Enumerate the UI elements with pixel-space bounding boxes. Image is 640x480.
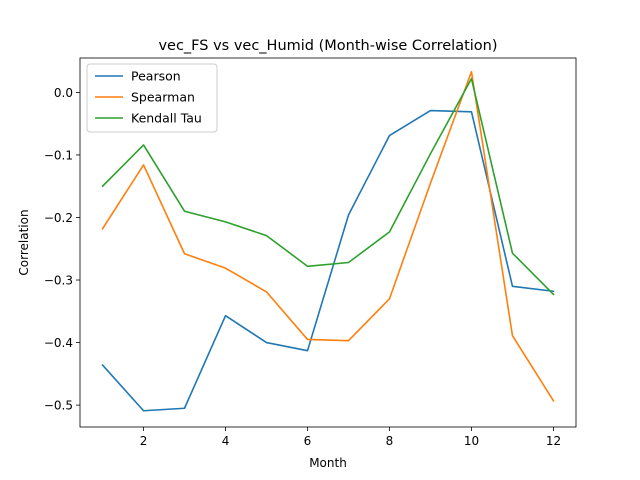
y-tick-label: −0.1 <box>44 148 73 162</box>
y-tick-label: −0.5 <box>44 399 73 413</box>
x-axis-ticks: 2 4 6 8 10 12 <box>140 427 561 448</box>
y-tick-label: −0.2 <box>44 211 73 225</box>
y-tick-label: −0.4 <box>44 336 73 350</box>
y-axis-ticks: 0.0 −0.1 −0.2 −0.3 −0.4 −0.5 <box>44 86 80 413</box>
x-tick-label: 6 <box>304 434 312 448</box>
x-tick-label: 10 <box>464 434 479 448</box>
x-tick-label: 8 <box>386 434 394 448</box>
y-tick-label: 0.0 <box>54 86 73 100</box>
series-line-pearson <box>101 109 555 412</box>
x-tick-label: 4 <box>222 434 230 448</box>
x-tick-label: 12 <box>546 434 561 448</box>
series-line-kendall-tau <box>101 77 555 296</box>
series-line-spearman <box>101 70 555 402</box>
legend-box <box>86 63 218 133</box>
legend-label-pearson: Pearson <box>131 69 181 84</box>
x-axis-label: Month <box>309 456 347 470</box>
legend-label-spearman: Spearman <box>131 90 195 105</box>
legend-label-kendall-tau: Kendall Tau <box>131 111 202 126</box>
y-tick-label: −0.3 <box>44 274 73 288</box>
x-tick-label: 2 <box>140 434 148 448</box>
plot-frame <box>79 57 577 428</box>
y-axis-label: Correlation <box>17 209 31 275</box>
series-layer <box>101 70 555 412</box>
chart-title: vec_FS vs vec_Humid (Month-wise Correlat… <box>158 38 497 54</box>
legend: Pearson Spearman Kendall Tau <box>86 63 218 133</box>
